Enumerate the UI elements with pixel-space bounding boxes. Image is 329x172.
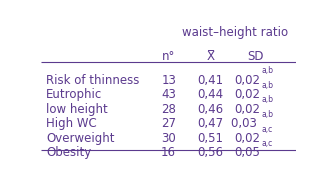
- Text: 28: 28: [161, 103, 176, 116]
- Text: a,c: a,c: [262, 125, 273, 134]
- Text: a,b: a,b: [262, 81, 274, 90]
- Text: 30: 30: [161, 132, 176, 145]
- Text: waist–height ratio: waist–height ratio: [182, 26, 288, 39]
- Text: 16: 16: [161, 146, 176, 159]
- Text: 0,05: 0,05: [235, 146, 261, 159]
- Text: 27: 27: [161, 117, 176, 130]
- Text: 0,02: 0,02: [234, 103, 261, 116]
- Text: 0,03: 0,03: [231, 117, 261, 130]
- Text: SD: SD: [247, 50, 264, 63]
- Text: 43: 43: [161, 88, 176, 101]
- Text: 0,41: 0,41: [198, 74, 224, 87]
- Text: 0,46: 0,46: [198, 103, 224, 116]
- Text: n°: n°: [162, 50, 175, 63]
- Text: 0,56: 0,56: [198, 146, 224, 159]
- Text: 0,44: 0,44: [198, 88, 224, 101]
- Text: low height: low height: [46, 103, 108, 116]
- Text: 0,02: 0,02: [234, 74, 261, 87]
- Text: X̅: X̅: [207, 50, 215, 63]
- Text: 0,02: 0,02: [234, 132, 261, 145]
- Text: Risk of thinness: Risk of thinness: [46, 74, 139, 87]
- Text: 13: 13: [161, 74, 176, 87]
- Text: 0,51: 0,51: [198, 132, 224, 145]
- Text: 0,02: 0,02: [234, 88, 261, 101]
- Text: a,b: a,b: [262, 66, 274, 75]
- Text: Obesity: Obesity: [46, 146, 91, 159]
- Text: Eutrophic: Eutrophic: [46, 88, 102, 101]
- Text: Overweight: Overweight: [46, 132, 115, 145]
- Text: a,c: a,c: [262, 139, 273, 148]
- Text: High WC: High WC: [46, 117, 97, 130]
- Text: a,b: a,b: [262, 110, 274, 119]
- Text: 0,47: 0,47: [198, 117, 224, 130]
- Text: a,b: a,b: [262, 95, 274, 104]
